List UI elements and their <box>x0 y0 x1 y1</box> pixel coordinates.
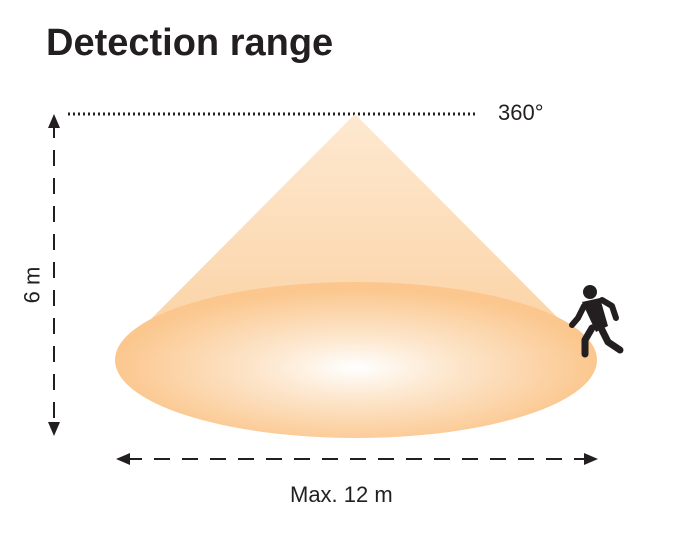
detection-cone <box>140 114 570 330</box>
width-arrow <box>116 453 598 465</box>
width-label: Max. 12 m <box>290 482 393 507</box>
detection-area <box>115 282 597 438</box>
angle-label: 360° <box>498 100 544 125</box>
page-title: Detection range <box>46 22 334 64</box>
height-label: 6 m <box>19 266 45 304</box>
height-arrow <box>48 114 60 436</box>
person-walking-icon <box>569 285 624 358</box>
